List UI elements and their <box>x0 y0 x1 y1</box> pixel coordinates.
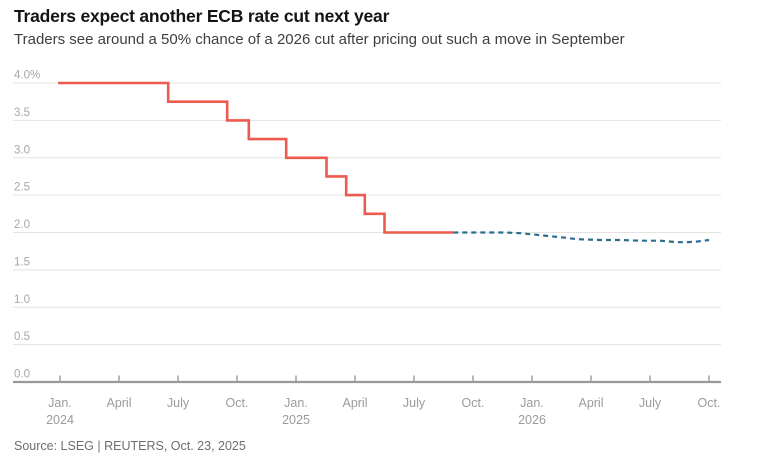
x-axis-tick-label: Jan. <box>48 396 72 410</box>
x-axis-tick-label: July <box>639 396 662 410</box>
x-axis-year-label: 2024 <box>46 413 74 427</box>
x-axis-tick-label: April <box>578 396 603 410</box>
y-axis-tick-label: 2.0 <box>14 219 30 231</box>
x-axis-tick-label: April <box>106 396 131 410</box>
forward-curve-dashed-line <box>453 231 710 244</box>
page-title: Traders expect another ECB rate cut next… <box>14 6 390 26</box>
x-axis-tick-label: Oct. <box>698 396 721 410</box>
x-axis-tick-label: Jan. <box>520 396 544 410</box>
y-axis-tick-label: 0.5 <box>14 331 30 343</box>
y-axis-tick-label: 0.0 <box>14 369 30 381</box>
x-axis-tick-label: April <box>342 396 367 410</box>
source-note: Source: LSEG | REUTERS, Oct. 23, 2025 <box>14 439 246 453</box>
x-axis-tick-label: Oct. <box>462 396 485 410</box>
actual-rate-step-line <box>58 81 454 234</box>
x-axis-year-label: 2025 <box>282 413 310 427</box>
page-subtitle: Traders see around a 50% chance of a 202… <box>14 31 625 48</box>
y-axis-tick-label: 4.0% <box>14 70 40 82</box>
x-axis-year-label: 2026 <box>518 413 546 427</box>
x-axis-tick-label: July <box>167 396 190 410</box>
x-axis-tick-label: July <box>403 396 426 410</box>
y-axis-tick-label: 3.0 <box>14 144 30 156</box>
y-axis-tick-label: 2.5 <box>14 182 30 194</box>
x-axis-tick-label: Jan. <box>284 396 308 410</box>
y-axis-tick-label: 1.0 <box>14 294 30 306</box>
y-axis-tick-label: 1.5 <box>14 256 30 268</box>
y-axis-tick-label: 3.5 <box>14 107 30 119</box>
x-axis-tick-label: Oct. <box>226 396 249 410</box>
